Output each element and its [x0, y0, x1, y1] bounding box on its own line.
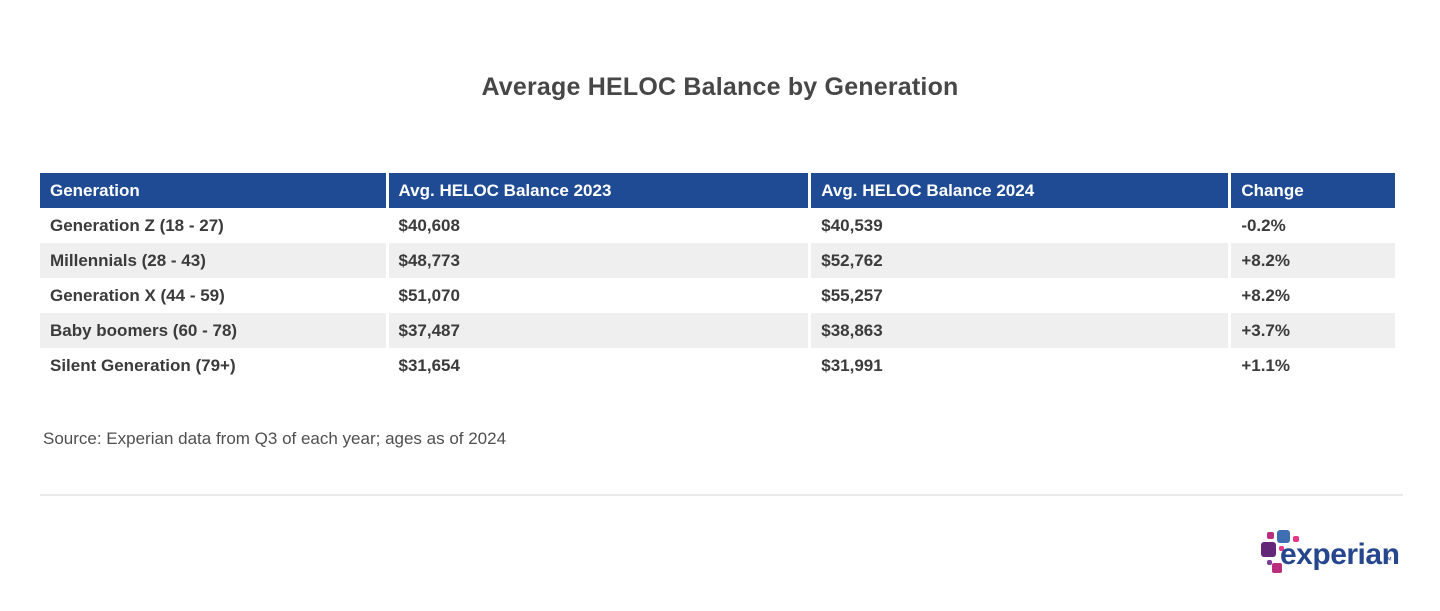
logo-square-magenta: [1272, 563, 1282, 573]
column-header-change: Change: [1228, 173, 1395, 208]
cell-balance-2024: $31,991: [808, 348, 1229, 383]
cell-balance-2023: $48,773: [385, 243, 809, 278]
cell-generation: Generation Z (18 - 27): [40, 208, 386, 243]
experian-logo: experian ™: [1256, 527, 1400, 582]
cell-change: +8.2%: [1228, 243, 1395, 278]
heloc-balance-table: Generation Avg. HELOC Balance 2023 Avg. …: [40, 173, 1395, 383]
logo-square-purple: [1261, 542, 1276, 557]
cell-change: +8.2%: [1228, 278, 1395, 313]
logo-square-blue: [1277, 530, 1290, 543]
source-note: Source: Experian data from Q3 of each ye…: [43, 429, 507, 448]
cell-balance-2023: $40,608: [385, 208, 809, 243]
column-header-balance-2023: Avg. HELOC Balance 2023: [385, 173, 809, 208]
cell-balance-2024: $38,863: [808, 313, 1229, 348]
cell-generation: Baby boomers (60 - 78): [40, 313, 386, 348]
cell-change: +1.1%: [1228, 348, 1395, 383]
cell-balance-2023: $31,654: [385, 348, 809, 383]
logo-square-magenta-small: [1267, 532, 1274, 539]
cell-balance-2024: $55,257: [808, 278, 1229, 313]
trademark-symbol: ™: [1383, 555, 1392, 565]
cell-change: +3.7%: [1228, 313, 1395, 348]
table-row: Silent Generation (79+) $31,654 $31,991 …: [40, 348, 1395, 383]
table-body: Generation Z (18 - 27) $40,608 $40,539 -…: [40, 208, 1395, 383]
cell-balance-2023: $51,070: [385, 278, 809, 313]
cell-generation: Silent Generation (79+): [40, 348, 386, 383]
experian-logo-icon: [1256, 527, 1306, 577]
cell-change: -0.2%: [1228, 208, 1395, 243]
column-header-generation: Generation: [40, 173, 386, 208]
logo-dot-purple-small: [1267, 560, 1272, 565]
cell-balance-2024: $52,762: [808, 243, 1229, 278]
cell-balance-2023: $37,487: [385, 313, 809, 348]
divider: [40, 494, 1403, 496]
page-title: Average HELOC Balance by Generation: [481, 73, 959, 101]
header-row: Generation Avg. HELOC Balance 2023 Avg. …: [40, 173, 1395, 208]
logo-dot-pink: [1293, 536, 1299, 542]
table-header: Generation Avg. HELOC Balance 2023 Avg. …: [40, 173, 1395, 208]
cell-balance-2024: $40,539: [808, 208, 1229, 243]
cell-generation: Generation X (44 - 59): [40, 278, 386, 313]
experian-wordmark: experian: [1280, 538, 1400, 571]
table-row: Generation Z (18 - 27) $40,608 $40,539 -…: [40, 208, 1395, 243]
logo-dot-pink-small: [1279, 546, 1284, 551]
column-header-balance-2024: Avg. HELOC Balance 2024: [808, 173, 1229, 208]
table-row: Baby boomers (60 - 78) $37,487 $38,863 +…: [40, 313, 1395, 348]
table-row: Millennials (28 - 43) $48,773 $52,762 +8…: [40, 243, 1395, 278]
table-row: Generation X (44 - 59) $51,070 $55,257 +…: [40, 278, 1395, 313]
cell-generation: Millennials (28 - 43): [40, 243, 386, 278]
